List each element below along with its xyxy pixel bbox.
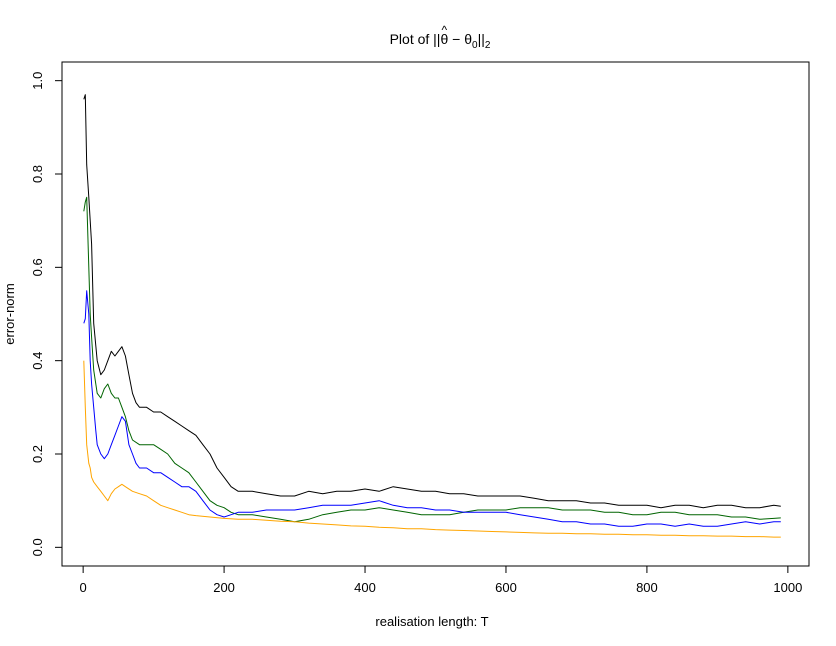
theta-hat-accent: ^ (442, 23, 448, 37)
series-line-3 (83, 290, 781, 527)
y-tick-label: 0.8 (30, 165, 45, 183)
series-line-4 (83, 360, 781, 538)
chart-title: Plot of ||θ − θ0||2 (390, 31, 491, 51)
x-tick-label: 0 (80, 580, 87, 595)
y-axis: 0.0 0.2 0.4 0.6 0.8 1.0 (30, 72, 63, 556)
y-tick-label: 1.0 (30, 72, 45, 90)
plot-box (61, 61, 810, 567)
x-tick-label: 1000 (773, 580, 802, 595)
y-tick-label: 0.2 (30, 445, 45, 463)
y-tick-label: 0.0 (30, 538, 45, 556)
x-tick-label: 800 (636, 580, 658, 595)
x-tick-label: 400 (354, 580, 376, 595)
y-axis-title: error-norm (2, 283, 17, 344)
x-tick-label: 600 (495, 580, 517, 595)
series-layer (83, 94, 781, 538)
series-line-2 (83, 196, 781, 523)
series-line-1 (83, 94, 781, 509)
y-tick-label: 0.6 (30, 258, 45, 276)
x-axis-title: realisation length: T (375, 614, 488, 629)
x-tick-label: 200 (213, 580, 235, 595)
x-axis: 0 200 400 600 800 1000 (80, 565, 802, 595)
y-tick-label: 0.4 (30, 352, 45, 370)
